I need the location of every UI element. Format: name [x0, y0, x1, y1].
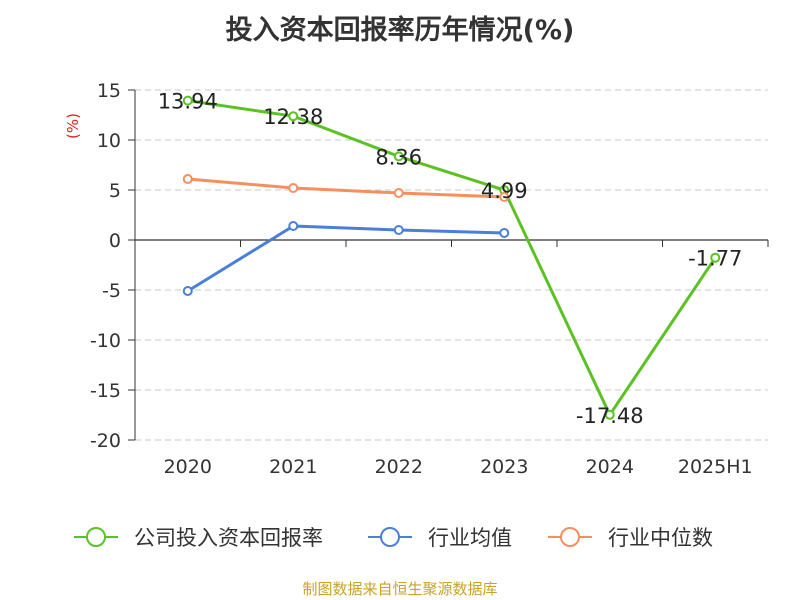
- y-tick-label: -20: [90, 430, 121, 452]
- x-tick-label: 2021: [269, 456, 317, 478]
- legend-label: 行业中位数: [608, 526, 713, 550]
- chart-title: 投入资本回报率历年情况(%): [225, 15, 575, 46]
- x-tick-label: 2025H1: [678, 456, 753, 478]
- x-tick-label: 2024: [586, 456, 634, 478]
- legend-label: 行业均值: [428, 526, 512, 550]
- data-point: [182, 286, 193, 296]
- data-point: [288, 183, 299, 193]
- data-point: [499, 228, 510, 238]
- y-tick-label: -15: [90, 380, 121, 402]
- y-tick-label: 10: [97, 130, 121, 152]
- data-label: -1.77: [688, 247, 742, 271]
- y-tick-label: 0: [109, 230, 121, 252]
- series-line-2: [187, 224, 505, 293]
- y-axis-label: (%): [64, 113, 82, 139]
- x-tick-label: 2023: [480, 456, 528, 478]
- y-tick-label: -10: [90, 330, 121, 352]
- data-point: [393, 188, 404, 198]
- data-label: 13.94: [158, 90, 218, 114]
- data-point: [288, 111, 299, 122]
- x-tick-label: 2020: [164, 456, 212, 478]
- y-tick-label: 5: [109, 180, 121, 202]
- legend-marker: [380, 527, 400, 547]
- data-point: [393, 225, 404, 235]
- series-line-1: [187, 99, 717, 417]
- legend-label: 公司投入资本回报率: [134, 526, 323, 550]
- data-point: [710, 252, 721, 263]
- source-note: 制图数据来自恒生聚源数据库: [302, 580, 498, 598]
- data-label: 8.36: [375, 145, 422, 169]
- data-point: [182, 174, 193, 184]
- series-line-3: [187, 177, 505, 199]
- data-point: [604, 409, 615, 420]
- data-point: [499, 192, 510, 202]
- legend-marker: [560, 527, 580, 547]
- y-tick-label: 15: [97, 80, 121, 102]
- data-point: [288, 221, 299, 231]
- data-label: -17.48: [576, 404, 644, 428]
- legend-marker: [86, 527, 106, 547]
- y-tick-label: -5: [102, 280, 121, 302]
- data-point: [393, 151, 404, 162]
- data-label: 4.99: [481, 179, 528, 203]
- data-point: [182, 95, 193, 106]
- x-tick-label: 2022: [375, 456, 423, 478]
- data-label: 12.38: [263, 105, 323, 129]
